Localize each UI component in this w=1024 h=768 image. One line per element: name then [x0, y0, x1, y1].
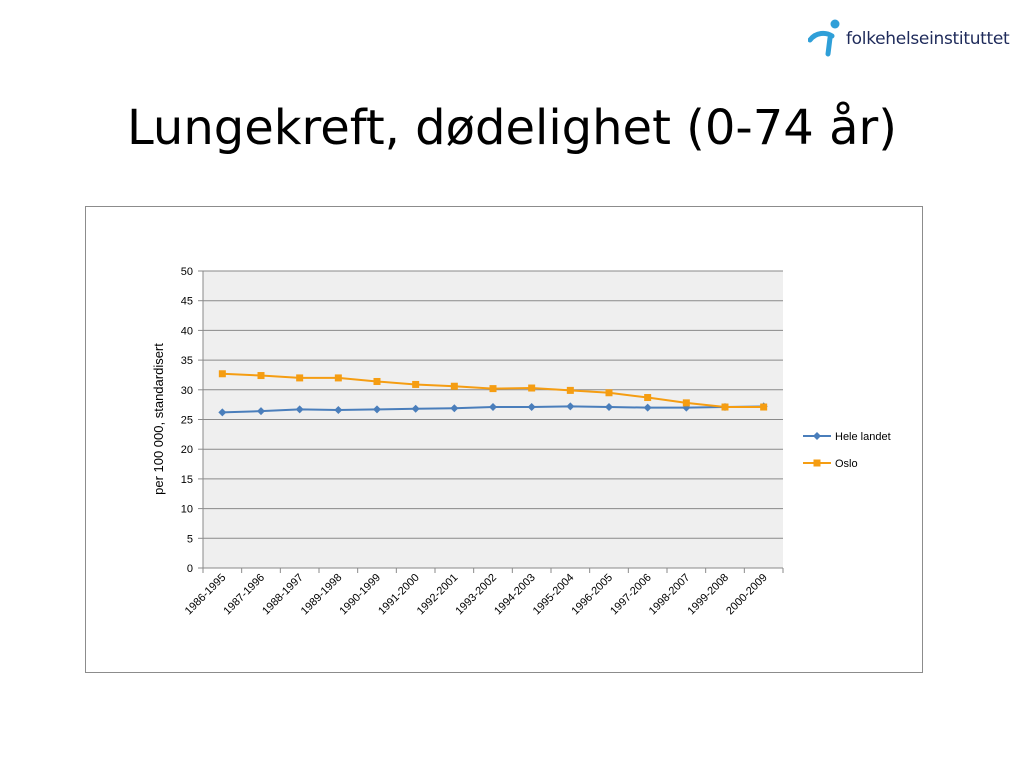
data-point: [334, 405, 343, 414]
chart-frame: 0 5 10 15 20 25 30 35 40 45 50 1986-1995 1987-1996 1…: [85, 206, 923, 673]
x-tick-label: 1994-2003: [492, 572, 538, 618]
y-tick-label: 40: [181, 325, 193, 337]
x-tick-label: 1997-2006: [608, 572, 654, 618]
y-tick-label: 25: [181, 415, 193, 427]
y-tick-label: 50: [181, 266, 193, 278]
y-tick-label: 45: [181, 296, 193, 308]
y-tick-label: 35: [181, 355, 193, 367]
x-tick-label: 1990-1999: [337, 572, 383, 618]
x-tick-labels: 1986-19951987-19961988-19971989-19981990…: [183, 572, 770, 618]
data-point: [760, 403, 768, 411]
series-group: [218, 370, 768, 417]
data-point: [489, 403, 497, 412]
slide-title: Lungekreft, dødelighet (0-74 år): [127, 100, 897, 156]
data-point: [412, 380, 420, 388]
logo-text: folkehelseinstituttet: [846, 29, 1010, 49]
data-point: [411, 404, 420, 413]
x-tick-label: 1991-2000: [376, 572, 422, 618]
data-point: [566, 402, 575, 411]
x-tick-label: 1998-2007: [647, 572, 693, 618]
data-point: [566, 386, 574, 394]
axes: [198, 270, 784, 573]
x-tick-label: 1986-1995: [183, 572, 229, 618]
legend-label: Hele landet: [835, 431, 891, 443]
x-tick-label: 1995-2004: [531, 572, 577, 618]
data-point: [257, 372, 265, 380]
y-tick-label: 30: [181, 385, 193, 397]
y-tick-label: 20: [181, 444, 193, 456]
data-point: [527, 403, 536, 412]
data-point: [489, 385, 497, 393]
data-point: [450, 404, 459, 413]
x-tick-label: 1996-2005: [569, 572, 615, 618]
y-tick-label: 5: [187, 533, 193, 545]
x-tick-label: 1999-2008: [685, 572, 731, 618]
x-tick-label: 1993-2002: [453, 572, 499, 618]
logo: folkehelseinstituttet: [807, 18, 1010, 62]
data-point: [334, 374, 342, 382]
data-point: [721, 403, 729, 411]
data-point: [644, 394, 652, 402]
x-tick-label: 2000-2009: [724, 572, 770, 618]
legend-marker: [813, 432, 821, 440]
x-tick-label: 1992-2001: [415, 572, 461, 618]
x-tick-label: 1989-1998: [299, 572, 345, 618]
data-point: [528, 384, 536, 392]
data-point: [682, 399, 690, 407]
y-tick-label: 10: [181, 504, 193, 516]
data-point: [373, 377, 381, 385]
data-point: [295, 405, 304, 414]
y-tick-labels: 0 5 10 15 20 25 30 35 40 45 50: [181, 266, 193, 575]
data-point: [450, 382, 458, 390]
y-tick-label: 0: [187, 563, 193, 575]
person-icon: [807, 19, 840, 57]
data-point: [643, 403, 652, 412]
data-point: [218, 408, 227, 417]
x-tick-label: 1987-1996: [221, 572, 267, 618]
data-point: [218, 370, 226, 378]
y-tick-label: 15: [181, 474, 193, 486]
data-point: [605, 389, 613, 397]
x-tick-label: 1988-1997: [260, 572, 306, 618]
data-point: [257, 407, 265, 416]
data-point: [373, 405, 381, 414]
data-point: [605, 403, 613, 412]
y-axis-label: per 100 000, standardisert: [151, 343, 166, 495]
data-point: [296, 374, 304, 382]
legend-label: Oslo: [835, 458, 858, 470]
legend: Hele landet Oslo: [803, 431, 891, 470]
legend-marker: [813, 459, 821, 467]
